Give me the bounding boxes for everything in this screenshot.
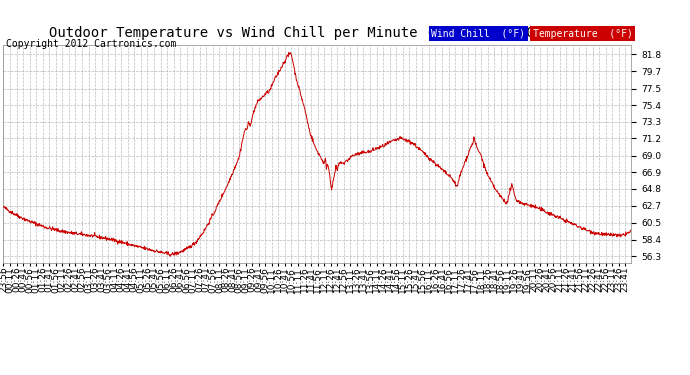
Title: Outdoor Temperature vs Wind Chill per Minute (24 Hours) 20120819: Outdoor Temperature vs Wind Chill per Mi… xyxy=(50,26,585,40)
Text: Wind Chill  (°F): Wind Chill (°F) xyxy=(431,29,525,39)
Text: Temperature  (°F): Temperature (°F) xyxy=(533,29,633,39)
Text: Copyright 2012 Cartronics.com: Copyright 2012 Cartronics.com xyxy=(6,39,176,50)
